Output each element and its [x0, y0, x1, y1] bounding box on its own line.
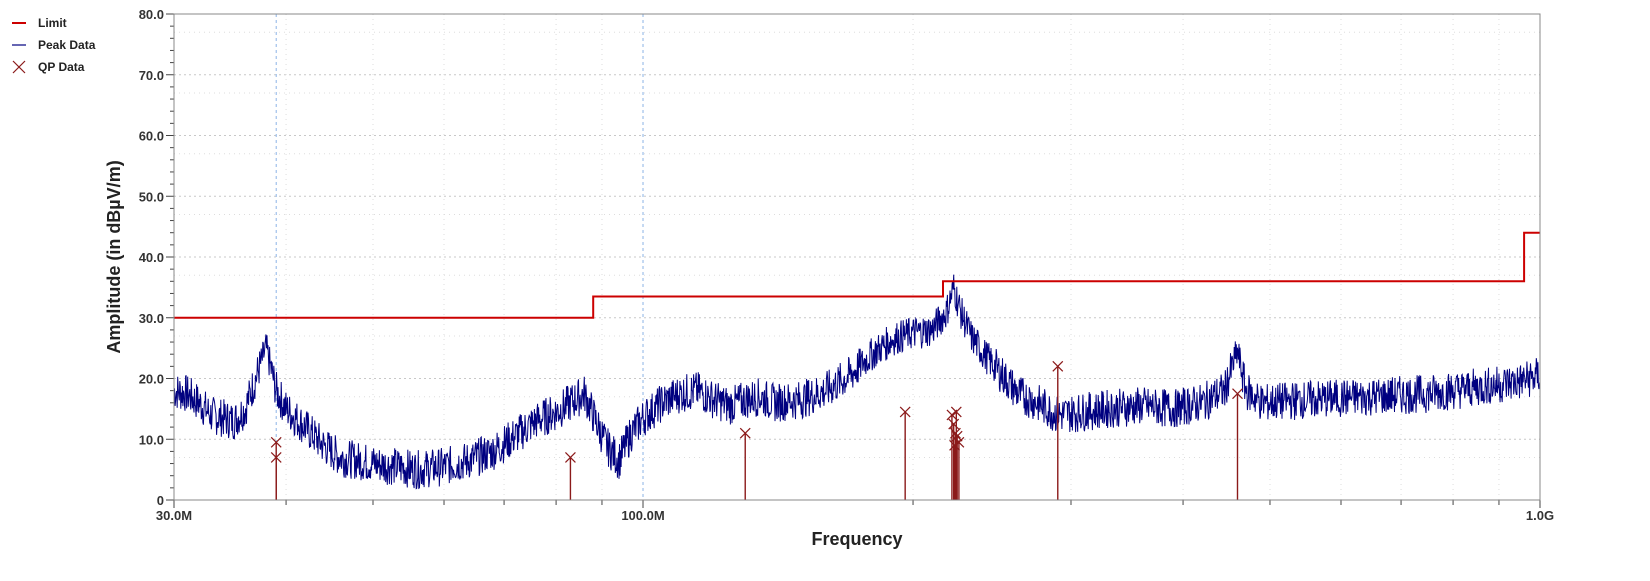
y-axis-title: Amplitude (in dBµV/m): [104, 160, 124, 353]
y-tick-label: 80.0: [139, 7, 164, 22]
x-tick-label: 100.0M: [621, 508, 664, 523]
qp-x-marker: [270, 452, 282, 463]
y-tick-label: 0: [157, 493, 164, 508]
qp-x-marker: [949, 439, 960, 451]
qp-x-marker: [899, 406, 911, 418]
peak-line-swatch-icon: [10, 38, 28, 52]
chart-legend: Limit Peak Data QP Data: [10, 12, 95, 78]
y-tick-label: 50.0: [139, 189, 164, 204]
qp-x-marker: [1232, 388, 1243, 400]
legend-label-peak-data: Peak Data: [38, 38, 96, 52]
axis-labels: 0 10.0 20.0 30.0 40.0 50.0 60.0 70.0 80.0 30.0M 10…: [139, 7, 1554, 523]
x-axis-title: Frequency: [811, 529, 902, 549]
legend-label-limit: Limit: [38, 16, 67, 30]
axis-ticks: [166, 13, 1541, 508]
y-tick-label: 60.0: [139, 129, 164, 144]
qp-x-marker: [950, 427, 961, 439]
y-tick-label: 40.0: [139, 250, 164, 265]
x-tick-label: 30.0M: [156, 508, 192, 523]
limit-line-swatch-icon: [10, 16, 28, 30]
plot-area-frame: [173, 13, 1541, 501]
y-tick-label: 20.0: [139, 372, 164, 387]
qp-x-marker: [951, 430, 963, 442]
y-tick-label: 10.0: [139, 432, 164, 447]
qp-x-marker: [950, 406, 962, 418]
legend-item-limit: Limit: [10, 12, 95, 34]
peak-data-trace: [173, 274, 1541, 490]
y-tick-label: 70.0: [139, 68, 164, 83]
limit-line: [174, 231, 1540, 319]
series-group: [173, 231, 1541, 490]
qp-markers: [270, 360, 1243, 500]
qp-x-marker: [1052, 360, 1064, 372]
legend-item-qp-data: QP Data: [10, 56, 95, 78]
frequency-marker-lines: [275, 14, 644, 500]
x-marker-icon: [10, 60, 28, 74]
qp-x-marker: [948, 418, 960, 430]
y-tick-label: 30.0: [139, 311, 164, 326]
legend-item-peak-data: Peak Data: [10, 34, 95, 56]
qp-x-marker: [270, 436, 282, 448]
grid: [174, 13, 1540, 500]
qp-x-marker: [565, 452, 576, 463]
x-tick-label: 1.0G: [1526, 508, 1554, 523]
legend-label-qp-data: QP Data: [38, 60, 85, 74]
qp-x-marker: [739, 427, 751, 439]
